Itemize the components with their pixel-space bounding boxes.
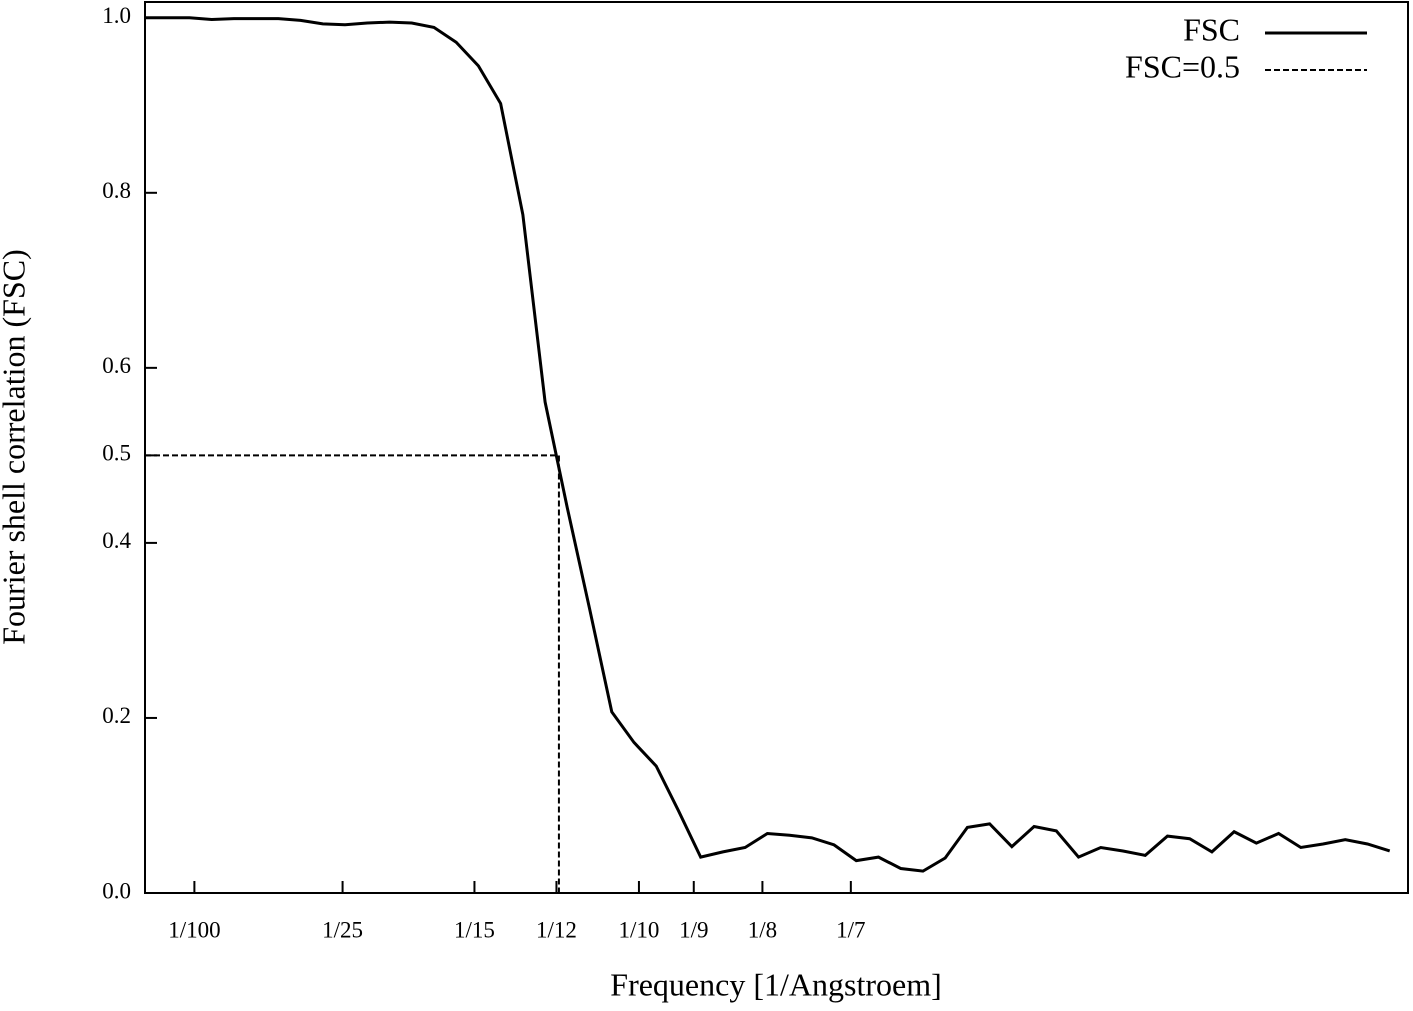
y-tick-label: 0.5 xyxy=(102,441,131,466)
x-tick-label: 1/12 xyxy=(536,917,577,942)
series-line xyxy=(145,16,1391,873)
y-tick-label: 0.6 xyxy=(102,353,131,378)
x-tick-label: 1/8 xyxy=(748,917,777,942)
x-tick-label: 1/100 xyxy=(168,917,220,942)
x-tick-label: 1/10 xyxy=(618,917,659,942)
x-tick-label: 1/7 xyxy=(836,917,865,942)
y-tick-label: 0.4 xyxy=(102,528,131,553)
legend-label: FSC xyxy=(1183,11,1240,47)
x-tick-label: 1/9 xyxy=(679,917,708,942)
x-axis-label: Frequency [1/Angstroem] xyxy=(610,966,941,1002)
y-axis-label: Fourier shell correlation (FSC) xyxy=(0,249,31,644)
x-tick-label: 1/15 xyxy=(454,917,495,942)
plot-frame xyxy=(144,1,1409,894)
legend-label: FSC=0.5 xyxy=(1125,48,1240,84)
x-tick-label: 1/25 xyxy=(322,917,363,942)
y-tick-label: 0.8 xyxy=(102,178,131,203)
series-line xyxy=(145,454,560,893)
y-tick-label: 0.2 xyxy=(102,703,131,728)
y-tick-label: 0.0 xyxy=(102,878,131,903)
y-tick-label: 1.0 xyxy=(102,3,131,28)
